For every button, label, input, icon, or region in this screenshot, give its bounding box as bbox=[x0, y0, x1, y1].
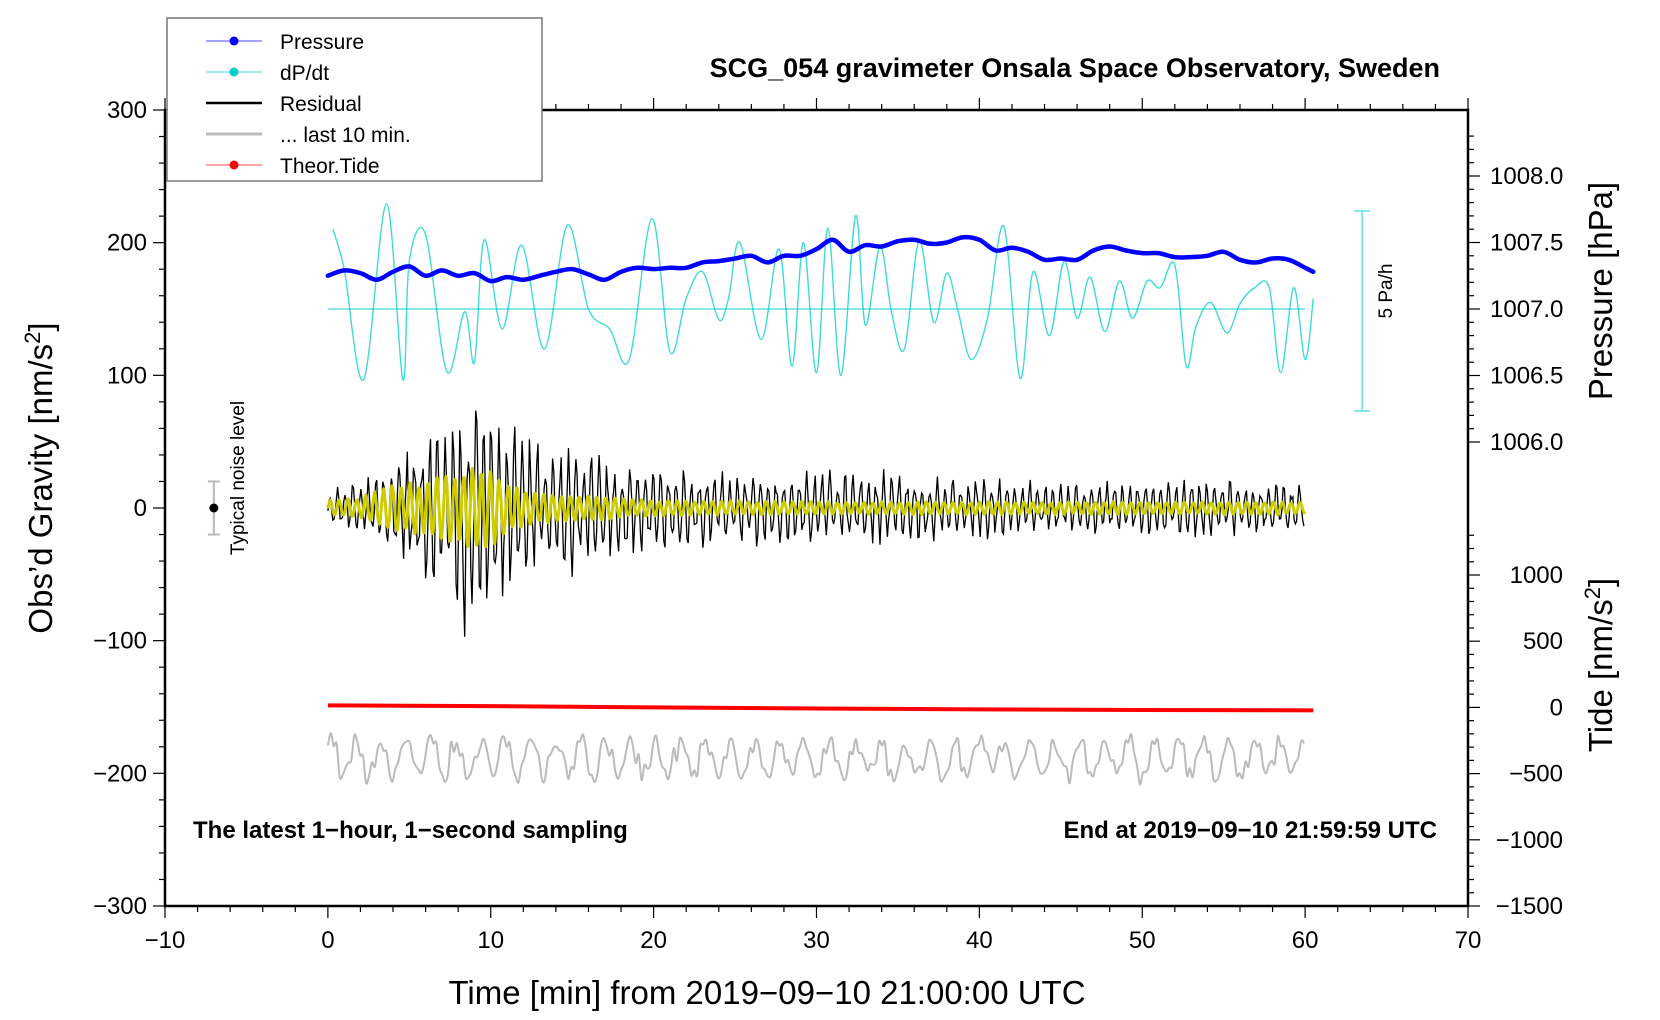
y-pressure-tick-label: 1007.0 bbox=[1490, 296, 1563, 323]
y-right-tide-axis-title: Tide [nm/s2] bbox=[1580, 578, 1619, 752]
series-dpdt bbox=[332, 203, 1314, 381]
dpdt-scale-bar bbox=[1354, 210, 1371, 412]
y-pressure-tick-label: 1006.5 bbox=[1490, 363, 1563, 390]
y-axis-right-tide: −1500 −1000 −500 0 500 1000 bbox=[1468, 534, 1563, 920]
legend-label: dP/dt bbox=[280, 62, 329, 85]
y-tide-tick-label: −1500 bbox=[1496, 893, 1563, 920]
y-pressure-tick-label: 1006.0 bbox=[1490, 429, 1563, 456]
noise-dot bbox=[209, 503, 219, 513]
y-left-axis-title-end: ] bbox=[22, 322, 59, 331]
tide-axis-title-main: Tide [nm/s bbox=[1582, 599, 1619, 752]
y-left-axis-title-sup: 2 bbox=[20, 332, 45, 344]
legend-marker bbox=[229, 36, 239, 46]
noise-level-label: Typical noise level bbox=[228, 401, 249, 555]
y-tide-tick-label: −1000 bbox=[1496, 827, 1563, 854]
y-axis-left: −300 −200 −100 0 100 200 300 bbox=[93, 97, 165, 920]
y-tide-tick-label: −500 bbox=[1509, 761, 1563, 788]
annotation-end-time: End at 2019−09−10 21:59:59 UTC bbox=[1063, 817, 1437, 844]
x-tick-label: 0 bbox=[321, 927, 334, 954]
y-tide-tick-label: 500 bbox=[1523, 628, 1563, 655]
x-tick-label: 70 bbox=[1455, 927, 1482, 954]
annotation-sampling: The latest 1−hour, 1−second sampling bbox=[193, 817, 628, 844]
y-pressure-tick-label: 1007.5 bbox=[1490, 230, 1563, 257]
x-axis: −10 0 10 20 30 40 50 60 70 bbox=[145, 98, 1482, 954]
x-tick-label: 20 bbox=[640, 927, 667, 954]
y-pressure-tick-label: 1008.0 bbox=[1490, 163, 1563, 190]
x-axis-title: Time [min] from 2019−09−10 21:00:00 UTC bbox=[448, 974, 1085, 1011]
series-residual-filtered bbox=[326, 466, 1307, 549]
y-left-tick-label: 300 bbox=[107, 97, 147, 124]
legend: Pressure dP/dt Residual ... last 10 min. The… bbox=[166, 17, 543, 182]
x-tick-label: 60 bbox=[1292, 927, 1319, 954]
x-tick-label: 30 bbox=[803, 927, 830, 954]
x-tick-label: 50 bbox=[1129, 927, 1156, 954]
noise-level-indicator bbox=[207, 480, 220, 536]
legend-label: Theor.Tide bbox=[280, 155, 380, 178]
y-left-tick-label: 0 bbox=[134, 495, 147, 522]
x-tick-label: 40 bbox=[966, 927, 993, 954]
tide-axis-title-end: ] bbox=[1582, 578, 1619, 587]
y-tide-tick-label: 0 bbox=[1550, 694, 1563, 721]
dpdt-scale-label: 5 Pa/h bbox=[1376, 264, 1397, 319]
series-residual bbox=[327, 410, 1305, 637]
series-last-10-min bbox=[326, 732, 1305, 786]
legend-marker bbox=[229, 67, 239, 77]
chart-title: SCG_054 gravimeter Onsala Space Observat… bbox=[710, 53, 1440, 83]
legend-box bbox=[166, 17, 543, 182]
y-tide-tick-label: 1000 bbox=[1510, 562, 1563, 589]
legend-label: Pressure bbox=[280, 31, 364, 54]
series-layer bbox=[325, 203, 1316, 786]
legend-label: Residual bbox=[280, 93, 362, 116]
y-left-axis-title: Obs’d Gravity [nm/s2] bbox=[20, 322, 59, 633]
tide-axis-title-sup: 2 bbox=[1580, 587, 1605, 599]
x-tick-label: 10 bbox=[477, 927, 504, 954]
series-pressure bbox=[325, 234, 1316, 284]
legend-label: ... last 10 min. bbox=[280, 124, 411, 147]
y-left-tick-label: −100 bbox=[93, 628, 147, 655]
y-left-tick-label: −200 bbox=[93, 760, 147, 787]
y-axis-right-pressure: 1006.0 1006.5 1007.0 1007.5 1008.0 bbox=[1468, 135, 1563, 456]
y-right-pressure-axis-title: Pressure [hPa] bbox=[1582, 182, 1619, 400]
x-tick-label: −10 bbox=[145, 927, 186, 954]
y-left-tick-label: 100 bbox=[107, 362, 147, 389]
y-left-tick-label: 200 bbox=[107, 230, 147, 257]
y-left-tick-label: −300 bbox=[93, 893, 147, 920]
y-left-axis-title-main: Obs’d Gravity [nm/s bbox=[22, 344, 59, 634]
legend-marker bbox=[229, 160, 239, 170]
series-theor-tide bbox=[327, 703, 1314, 713]
